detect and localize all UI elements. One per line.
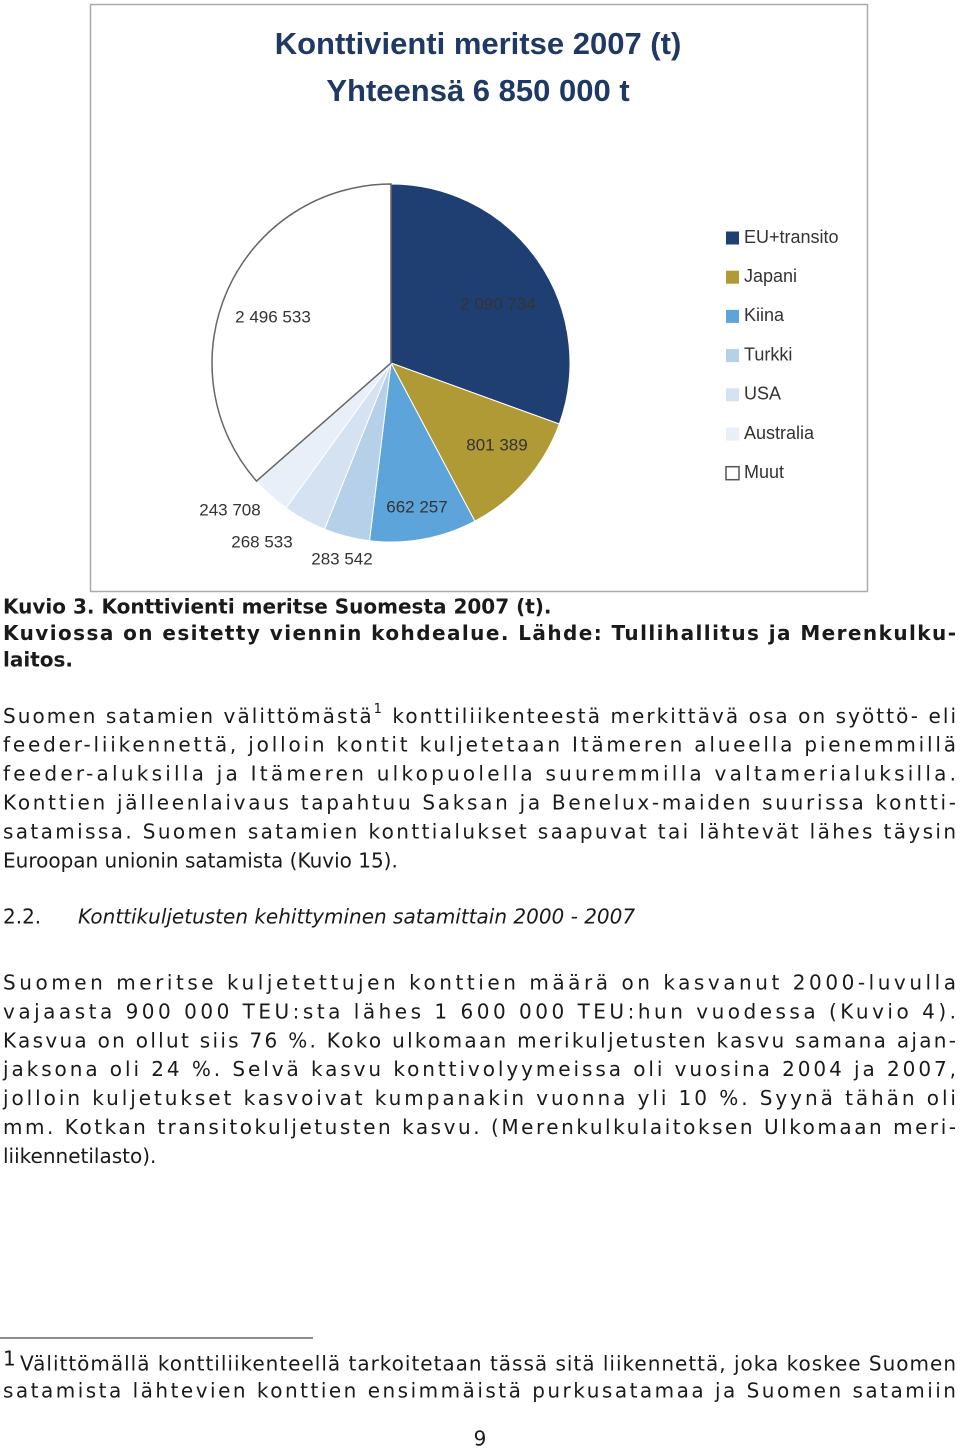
heading-text: Konttikuljetusten kehittyminen satamitta…	[78, 905, 635, 929]
data-label: 283 542	[311, 549, 372, 568]
paragraph-line: Kasvua on ollut siis 76 %. Koko ulkomaan…	[3, 1028, 956, 1052]
data-label: 662 257	[386, 497, 447, 516]
legend-label: Kiina	[744, 305, 785, 325]
paragraph-line: Suomen satamien välittömästä 1 konttiliik…	[3, 702, 956, 728]
legend-label: Australia	[744, 423, 815, 443]
legend-label: EU+transito	[744, 227, 839, 247]
footnote-ref: 1	[374, 702, 382, 717]
text-run: konttiliikenteestä merkittävä osa on syö…	[384, 704, 956, 728]
paragraph-line: feeder-liikennettä, jolloin kontit kulje…	[3, 733, 956, 757]
paragraph-line: jolloin kuljetukset kasvoivat kumpanakin…	[2, 1086, 956, 1110]
paragraph-line: mm. Kotkan transitokuljetusten kasvu. (M…	[3, 1115, 956, 1139]
data-label: 268 533	[231, 532, 292, 551]
legend-label: Muut	[744, 462, 784, 482]
legend-swatch	[726, 349, 739, 363]
heading-number: 2.2.	[3, 905, 41, 929]
data-label: 2 090 734	[460, 294, 536, 313]
legend-swatch	[726, 270, 739, 284]
legend-label: Japani	[744, 266, 797, 286]
legend-swatch	[726, 309, 739, 323]
legend-swatch	[726, 388, 739, 402]
pie-slice	[390, 183, 571, 425]
data-label: 2 496 533	[235, 307, 311, 326]
paragraph-line: Konttien jälleenlaivaus tapahtuu Saksan …	[3, 791, 956, 815]
paragraph-line: liikennetilasto).	[3, 1144, 156, 1168]
pie-slice	[211, 183, 392, 483]
footnote-line: Välittömällä konttiliikenteellä tarkoite…	[20, 1352, 956, 1376]
caption-line: Kuvio 3. Konttivienti meritse Suomesta 2…	[3, 595, 552, 619]
legend-swatch	[726, 427, 739, 441]
legend-swatch	[725, 465, 740, 481]
caption-line: laitos.	[3, 648, 73, 672]
pie-slice	[368, 361, 476, 543]
text-run: Suomen satamien välittömästä	[3, 704, 372, 728]
legend-label: USA	[744, 384, 781, 404]
paragraph-line: satamissa. Suomen satamien konttialukset…	[3, 820, 956, 844]
footnote-marker: 1	[3, 1347, 16, 1371]
footnote-line: satamista lähtevien konttien ensimmäistä…	[3, 1379, 956, 1403]
legend-label: Turkki	[744, 344, 792, 364]
paragraph-line: Suomen meritse kuljetettujen konttien mä…	[3, 971, 956, 995]
chart-subtitle: Yhteensä 6 850 000 t	[326, 73, 629, 108]
caption-line: Kuviossa on esitetty viennin kohdealue. …	[3, 621, 956, 645]
pie-slice	[389, 362, 560, 522]
data-label: 801 389	[466, 435, 527, 454]
page-number: 9	[474, 1427, 487, 1450]
data-label: 243 708	[199, 500, 260, 519]
legend-swatch	[726, 231, 739, 245]
paragraph-line: Euroopan unionin satamista (Kuvio 15).	[3, 849, 398, 873]
chart-title: Konttivienti meritse 2007 (t)	[275, 26, 682, 61]
paragraph-line: vajaasta 900 000 TEU:sta lähes 1 600 000…	[3, 999, 956, 1023]
paragraph-line: jaksona oli 24 %. Selvä kasvu konttivoly…	[2, 1057, 956, 1081]
paragraph-line: feeder-aluksilla ja Itämeren ulkopuolell…	[3, 762, 956, 786]
